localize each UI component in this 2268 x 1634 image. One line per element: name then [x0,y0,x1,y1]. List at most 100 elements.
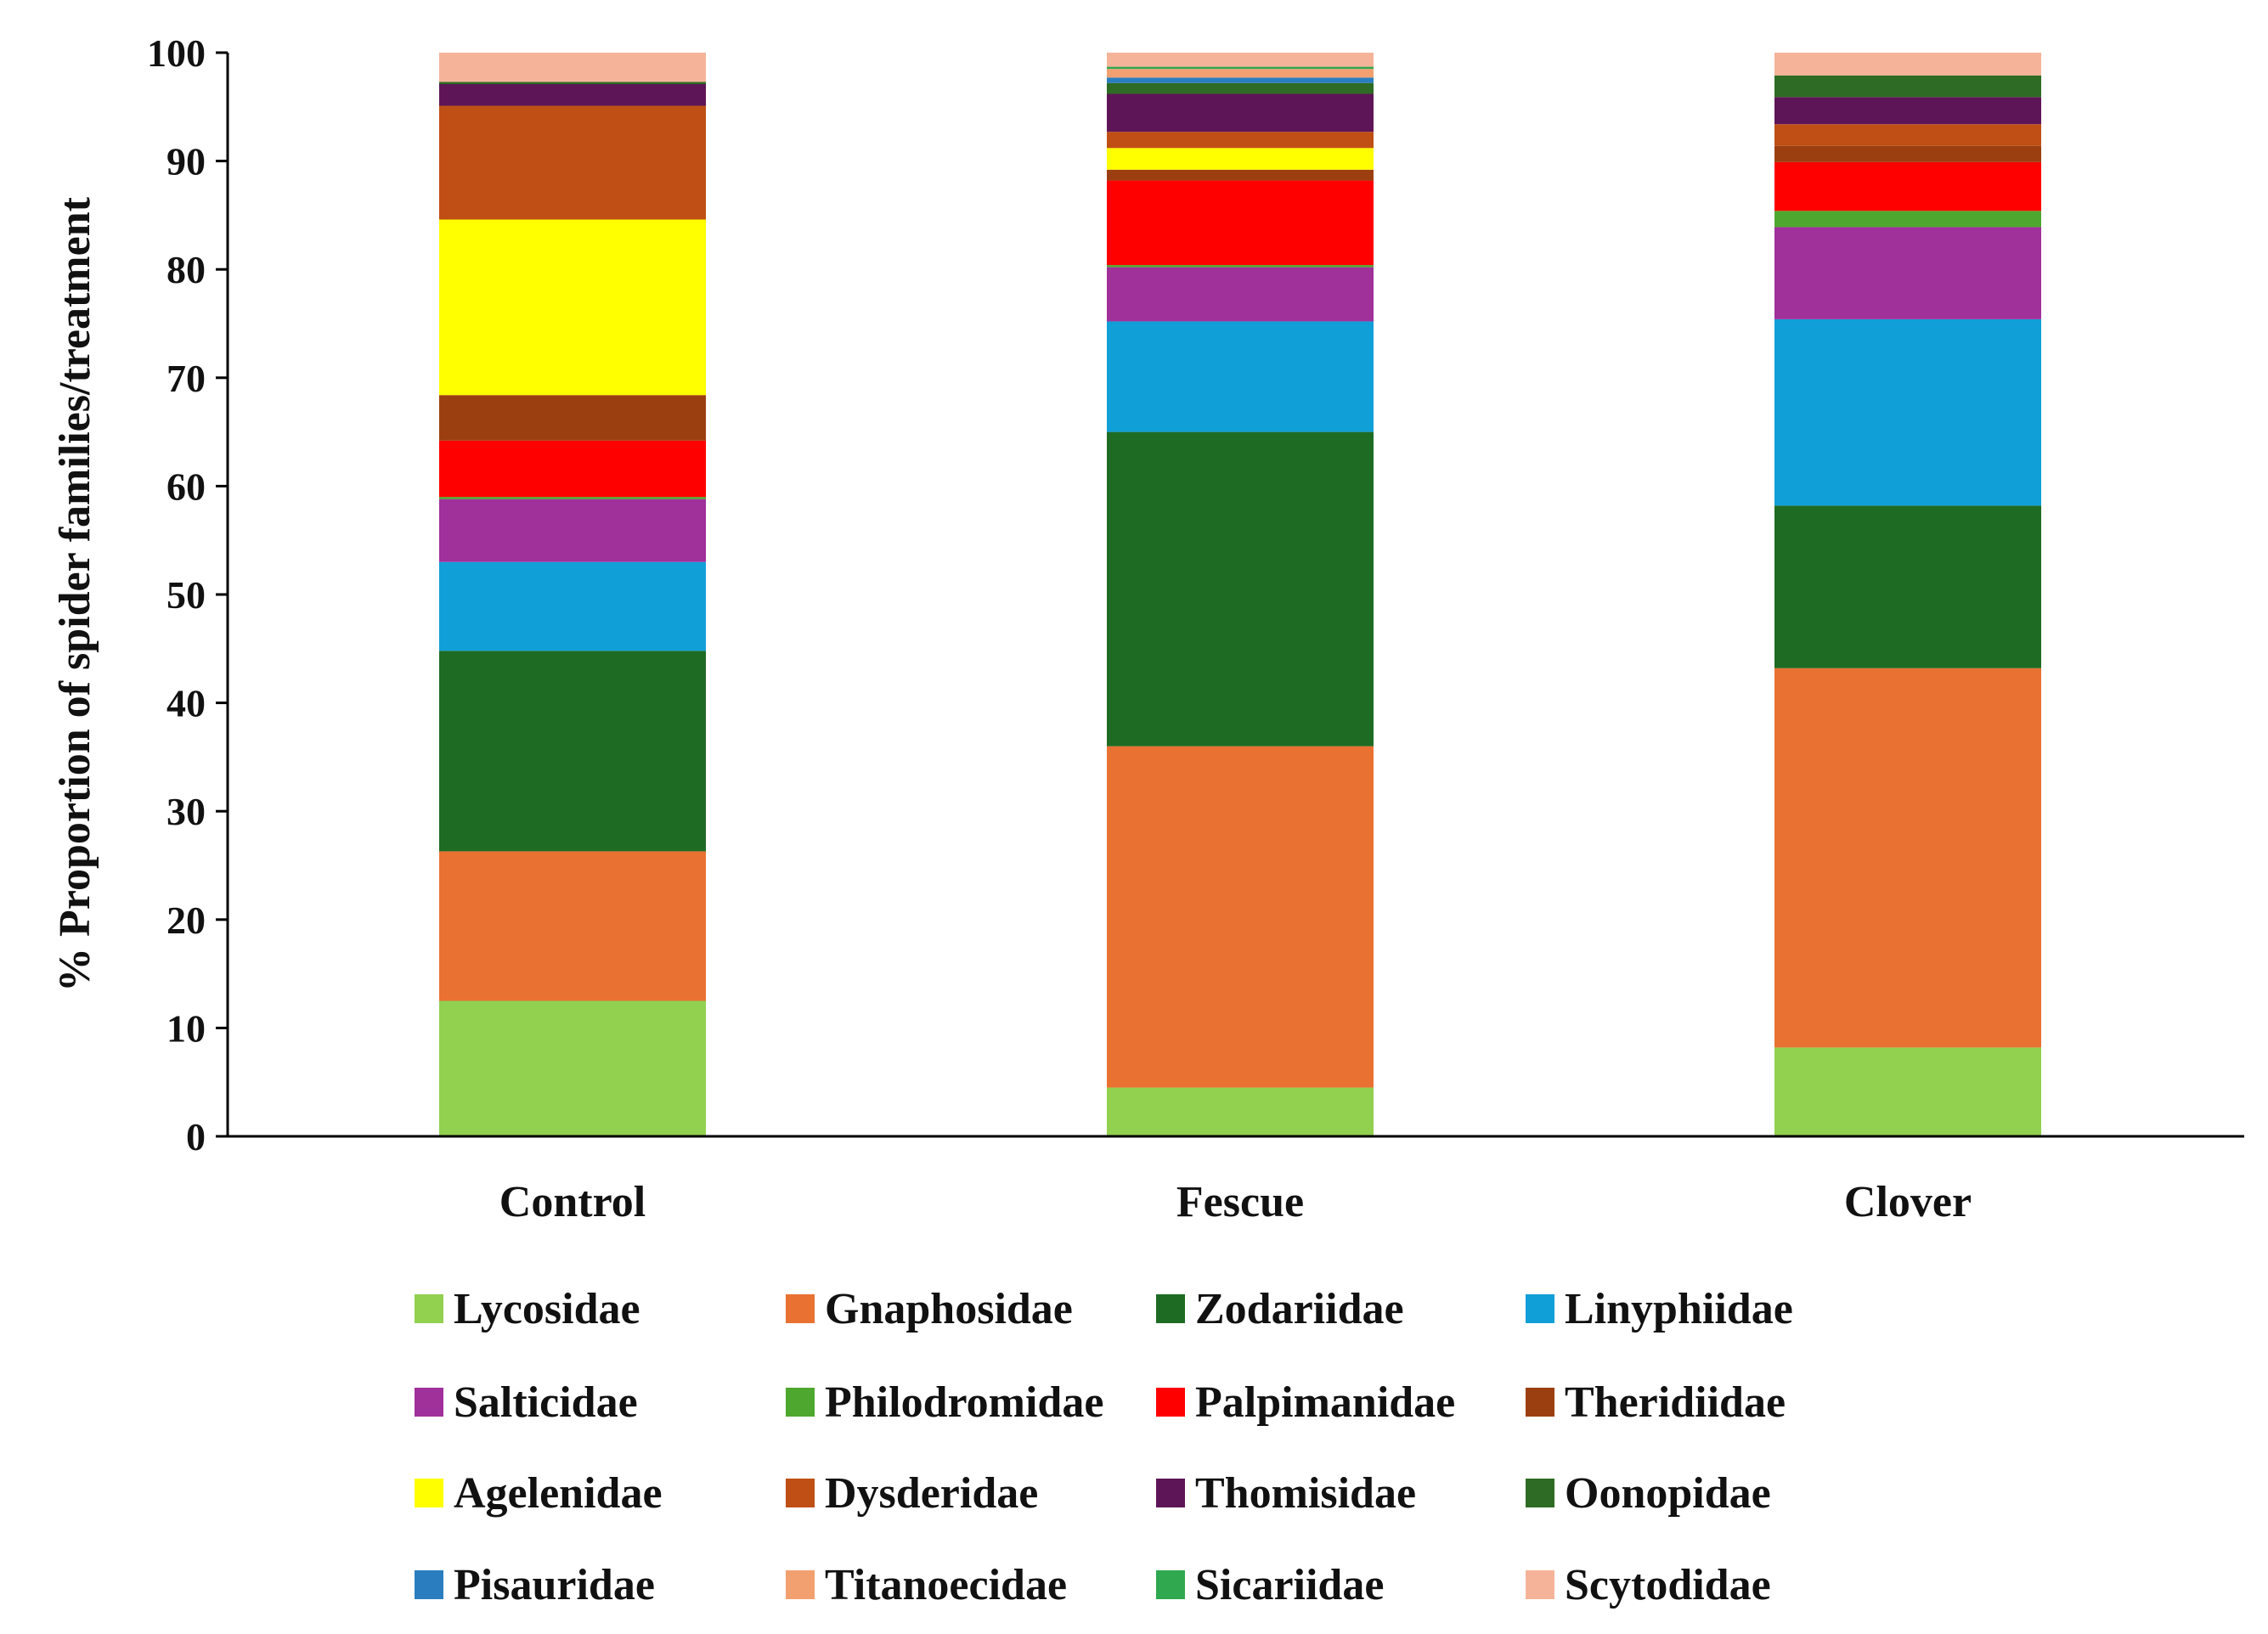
x-axis-category-labels: Control Fescue Clover [499,1178,1972,1226]
legend-swatch [415,1294,443,1323]
legend-label: Dysderidae [825,1469,1038,1518]
legend-swatch [1526,1388,1554,1417]
x-tick-label: Clover [1844,1178,1972,1226]
bar-segment-palpimanidae-fescue [1107,180,1374,266]
legend-item-thomisidae: Thomisidae [1156,1469,1416,1518]
legend-swatch [1526,1570,1554,1599]
legend-item-pisauridae: Pisauridae [415,1561,655,1609]
legend-label: Lycosidae [454,1285,640,1333]
bars [439,53,2041,1136]
bar-segment-zodariidae-fescue [1107,431,1374,747]
y-tick-label: 30 [166,790,206,833]
bar-stack-control [439,53,706,1136]
bar-segment-gnaphosidae-control [439,851,706,1001]
legend-item-lycosidae: Lycosidae [415,1285,640,1333]
legend-label: Titanoecidae [825,1561,1067,1609]
bar-segment-thomisidae-fescue [1107,93,1374,132]
bar-segment-oonopidae-clover [1774,75,2041,98]
legend-item-gnaphosidae: Gnaphosidae [786,1285,1073,1333]
legend-swatch [1156,1570,1185,1599]
legend-item-agelenidae: Agelenidae [415,1469,663,1518]
bar-segment-titanoecidae-fescue [1107,69,1374,78]
legend-item-scytodidae: Scytodidae [1526,1561,1771,1609]
bar-segment-scytodidae-control [439,53,706,82]
bar-segment-thomisidae-clover [1774,97,2041,125]
legend-label: Thomisidae [1195,1469,1416,1518]
legend-label: Gnaphosidae [825,1285,1073,1333]
bar-segment-dysderidae-fescue [1107,132,1374,149]
bar-segment-salticidae-control [439,499,706,562]
bar-segment-salticidae-fescue [1107,267,1374,322]
bar-segment-agelenidae-control [439,219,706,396]
bar-segment-lycosidae-control [439,1000,706,1136]
bar-segment-theridiidae-clover [1774,145,2041,162]
legend-swatch [786,1570,815,1599]
bar-segment-dysderidae-control [439,105,706,220]
x-tick-label: Fescue [1176,1178,1304,1226]
bar-segment-thomisidae-control [439,84,706,106]
legend-swatch [786,1294,815,1323]
y-tick-label: 20 [166,899,206,942]
y-tick-label: 40 [166,682,206,725]
y-tick-label: 70 [166,357,206,400]
bar-segment-lycosidae-clover [1774,1047,2041,1136]
legend-swatch [1526,1479,1554,1507]
legend-item-titanoecidae: Titanoecidae [786,1561,1067,1609]
legend-label: Palpimanidae [1195,1378,1455,1427]
bar-segment-theridiidae-fescue [1107,169,1374,181]
bar-segment-gnaphosidae-clover [1774,668,2041,1048]
legend-swatch [786,1479,815,1507]
legend-label: Zodariidae [1195,1285,1404,1333]
legend-item-palpimanidae: Palpimanidae [1156,1378,1455,1427]
legend-swatch [1156,1294,1185,1323]
legend-label: Philodromidae [825,1378,1103,1427]
legend-item-zodariidae: Zodariidae [1156,1285,1404,1333]
legend-label: Salticidae [454,1378,638,1427]
legend-swatch [786,1388,815,1417]
bar-stack-clover [1774,53,2041,1136]
bar-segment-philodromidae-fescue [1107,265,1374,268]
bar-segment-gnaphosidae-fescue [1107,746,1374,1088]
y-tick-label: 100 [147,31,206,75]
legend: Lycosidae Gnaphosidae Zodariidae Linyphiida… [415,1285,1793,1609]
legend-swatch [415,1479,443,1507]
bar-segment-oonopidae-control [439,82,706,85]
legend-item-oonopidae: Oonopidae [1526,1469,1771,1518]
legend-label: Theridiidae [1565,1378,1786,1427]
bar-segment-philodromidae-control [439,497,706,499]
y-tick-label: 50 [166,573,206,617]
y-tick-label: 80 [166,248,206,291]
y-axis-ticks: 0 10 20 30 40 50 60 70 80 90 100 [147,31,228,1158]
bar-segment-oonopidae-fescue [1107,82,1374,94]
legend-item-dysderidae: Dysderidae [786,1469,1038,1518]
bar-segment-linyphiidae-clover [1774,318,2041,506]
bar-segment-sicariidae-fescue [1107,66,1374,70]
bar-segment-theridiidae-control [439,395,706,441]
legend-item-philodromidae: Philodromidae [786,1378,1103,1427]
y-tick-label: 10 [166,1006,206,1050]
bar-segment-scytodidae-fescue [1107,53,1374,67]
legend-label: Agelenidae [454,1469,663,1518]
bar-segment-dysderidae-clover [1774,124,2041,146]
legend-label: Linyphiidae [1565,1285,1793,1333]
bar-segment-linyphiidae-fescue [1107,321,1374,432]
bar-segment-palpimanidae-control [439,440,706,498]
legend-item-linyphiidae: Linyphiidae [1526,1285,1793,1333]
bar-segment-scytodidae-clover [1774,53,2041,76]
bar-segment-pisauridae-fescue [1107,77,1374,83]
legend-label: Sicariidae [1195,1561,1384,1609]
legend-swatch [1156,1479,1185,1507]
legend-label: Scytodidae [1565,1561,1771,1609]
y-tick-label: 60 [166,465,206,508]
bar-segment-agelenidae-fescue [1107,148,1374,170]
bar-segment-lycosidae-fescue [1107,1087,1374,1136]
bar-segment-salticidae-clover [1774,227,2041,319]
legend-label: Oonopidae [1565,1469,1771,1518]
y-tick-label: 90 [166,140,206,183]
legend-item-salticidae: Salticidae [415,1378,638,1427]
bar-segment-zodariidae-clover [1774,505,2041,668]
bar-segment-philodromidae-clover [1774,211,2041,228]
legend-label: Pisauridae [454,1561,655,1609]
legend-swatch [415,1570,443,1599]
